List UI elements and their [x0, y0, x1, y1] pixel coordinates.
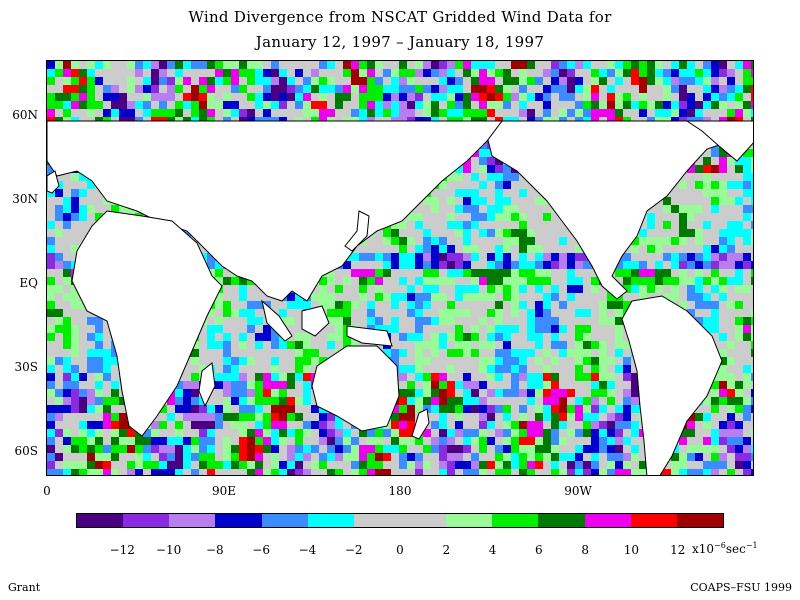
- colorbar-tick-label: 8: [581, 543, 589, 557]
- units-exponent-2: −1: [745, 541, 758, 550]
- colorbar-swatch: [123, 514, 170, 527]
- landmass-africa: [71, 210, 223, 437]
- landmass-japan: [344, 210, 370, 252]
- colorbar: [76, 513, 724, 528]
- colorbar-swatch: [77, 514, 124, 527]
- colorbar-tick-label: −10: [155, 543, 182, 557]
- landmass-borneo: [301, 305, 330, 337]
- colorbar-swatch: [215, 514, 262, 527]
- colorbar-swatch: [676, 514, 723, 527]
- map-title-line-1: Wind Divergence from NSCAT Gridded Wind …: [188, 8, 612, 26]
- colorbar-tick-label: 0: [396, 543, 404, 557]
- continents: [47, 120, 753, 475]
- landmass-north-america: [486, 120, 748, 300]
- colorbar-tick-label: 10: [623, 543, 640, 557]
- landmass-eurasia: [47, 120, 503, 302]
- colorbar-swatch: [446, 514, 493, 527]
- colorbar-swatch: [538, 514, 585, 527]
- colorbar-swatch: [584, 514, 631, 527]
- units-mid: sec: [725, 542, 746, 556]
- colorbar-swatch: [261, 514, 308, 527]
- landmass-sumatra: [261, 299, 293, 342]
- lon-label-90w: 90W: [564, 484, 592, 498]
- map-canvas: [47, 61, 753, 475]
- colorbar-tick-label: −8: [205, 543, 224, 557]
- lon-label-0: 0: [43, 484, 51, 498]
- colorbar-units: x10−6sec−1: [692, 541, 758, 556]
- landmass-new-zealand: [411, 408, 430, 440]
- colorbar-swatch: [169, 514, 216, 527]
- colorbar-tick-label: −6: [252, 543, 270, 557]
- colorbar-tick-label: −12: [109, 543, 135, 557]
- lat-label-60s: 60S: [14, 444, 39, 458]
- colorbar-swatch: [492, 514, 539, 527]
- colorbar-tick-label: −4: [298, 543, 317, 557]
- divergence-map: [46, 60, 754, 476]
- landmass-britain: [47, 170, 60, 194]
- colorbar-tick-label: 4: [488, 543, 497, 557]
- colorbar-tick-label: 6: [535, 543, 543, 557]
- landmass-australia: [311, 345, 400, 432]
- landmass-new-guinea: [346, 325, 393, 347]
- footer-author: Grant: [8, 581, 41, 594]
- colorbar-tick-label: 12: [670, 543, 686, 557]
- landmass-greenland: [685, 120, 753, 162]
- units-exponent-1: −6: [714, 541, 726, 550]
- colorbar-swatch: [353, 514, 400, 527]
- lat-label-30s: 30S: [14, 360, 39, 374]
- lon-label-90e: 90E: [211, 484, 237, 498]
- lon-label-180: 180: [388, 484, 412, 498]
- colorbar-swatch: [399, 514, 447, 527]
- lat-label-30n: 30N: [12, 192, 38, 206]
- map-title-line-2: January 12, 1997 – January 18, 1997: [255, 33, 545, 51]
- units-prefix: x10: [692, 542, 715, 556]
- colorbar-tick-label: −2: [344, 543, 363, 557]
- lat-label-eq: EQ: [19, 276, 38, 290]
- lat-label-60n: 60N: [12, 108, 38, 122]
- colorbar-swatch: [630, 514, 677, 527]
- colorbar-swatch: [307, 514, 354, 527]
- landmass-south-america: [621, 295, 723, 475]
- footer-credit: COAPS–FSU 1999: [690, 581, 792, 594]
- landmass-madagascar: [198, 362, 216, 408]
- colorbar-tick-label: 2: [442, 543, 451, 557]
